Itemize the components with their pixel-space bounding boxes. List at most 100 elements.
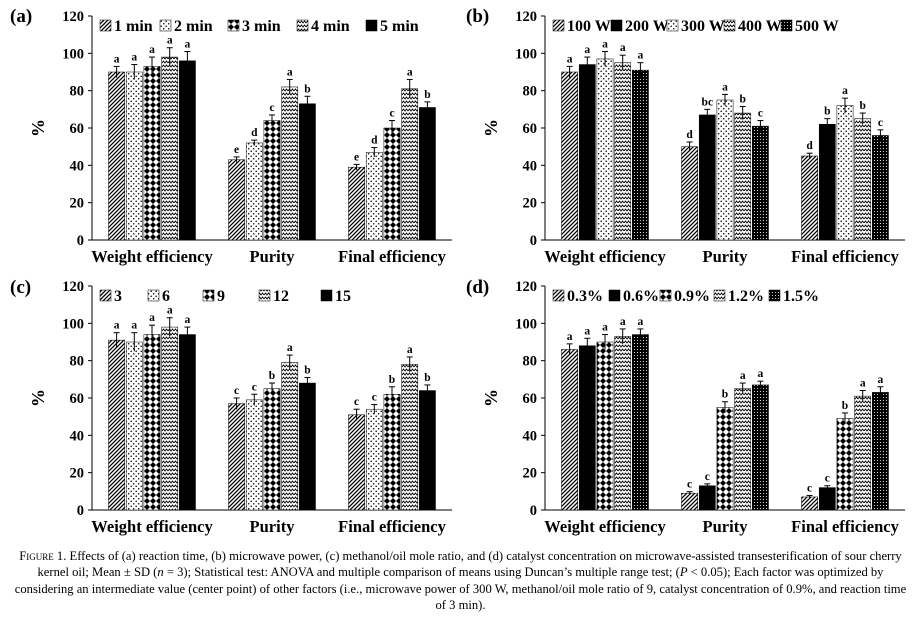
bar: [401, 364, 419, 511]
figure-caption: Figure 1. Effects of (a) reaction time, …: [14, 548, 907, 614]
y-tick-label: 40: [70, 158, 85, 174]
significance-letter: c: [234, 385, 239, 397]
significance-letter: b: [389, 374, 395, 386]
significance-letter: a: [567, 53, 573, 65]
y-tick-label: 120: [515, 9, 537, 25]
bar: [681, 146, 698, 241]
bar: [681, 492, 698, 511]
bar: [179, 60, 196, 241]
significance-letter: d: [806, 140, 813, 152]
bar: [108, 71, 125, 241]
significance-letter: b: [304, 83, 310, 95]
significance-letter: a: [878, 374, 884, 386]
significance-letter: b: [304, 364, 310, 376]
bar: [419, 390, 436, 511]
bar: [365, 408, 383, 511]
bar: [561, 349, 578, 511]
legend-label: 0.9%: [674, 288, 710, 305]
significance-letter: b: [722, 389, 728, 401]
legend-swatch: [780, 19, 793, 32]
bar: [716, 407, 734, 511]
bar: [596, 58, 614, 241]
y-tick-label: 20: [70, 466, 85, 482]
significance-letter: a: [114, 320, 120, 332]
panel-label: (a): [10, 6, 32, 27]
legend-label: 0.3%: [567, 288, 603, 305]
bar: [561, 71, 578, 241]
legend-swatch: [258, 289, 271, 302]
bar: [578, 345, 596, 511]
significance-letter: b: [842, 400, 848, 412]
bar: [734, 112, 752, 241]
significance-letter: d: [686, 129, 693, 141]
legend-swatch: [552, 19, 565, 32]
bar: [614, 336, 632, 511]
legend-label: 9: [217, 288, 225, 305]
legend-swatch: [610, 19, 623, 32]
bar: [143, 334, 161, 511]
bar: [228, 403, 245, 511]
significance-letter: a: [167, 35, 173, 47]
significance-letter: c: [269, 102, 274, 114]
y-tick-label: 40: [523, 158, 538, 174]
bar: [348, 414, 365, 511]
legend-label: 400 W: [738, 18, 782, 35]
y-tick-label: 80: [523, 354, 538, 370]
legend-swatch: [768, 289, 781, 302]
significance-letter: d: [251, 127, 258, 139]
bar: [854, 118, 872, 241]
legend-label: 6: [162, 288, 170, 305]
bar: [698, 114, 716, 241]
legend-swatch: [99, 289, 112, 302]
legend-swatch: [147, 289, 160, 302]
significance-letter: c: [807, 482, 812, 494]
bar: [734, 388, 752, 511]
caption-p-symbol: P: [679, 565, 688, 580]
y-tick-label: 60: [523, 391, 538, 407]
significance-letter: bc: [702, 96, 714, 108]
significance-letter: c: [354, 396, 359, 408]
bar: [383, 394, 401, 511]
bar: [108, 339, 125, 511]
legend-label: 3 min: [242, 18, 281, 35]
bar: [596, 341, 614, 511]
bar: [281, 86, 299, 241]
bar: [752, 384, 769, 511]
significance-letter: a: [860, 378, 866, 390]
bar: [801, 496, 818, 511]
legend-label: 300 W: [681, 18, 725, 35]
y-tick-label: 120: [515, 279, 537, 295]
significance-letter: e: [234, 144, 239, 156]
legend-swatch: [365, 19, 378, 32]
y-tick-label: 80: [523, 84, 538, 100]
legend-swatch: [202, 289, 215, 302]
x-category-label: Final efficiency: [338, 517, 446, 536]
bar: [161, 56, 179, 241]
significance-letter: a: [149, 312, 155, 324]
legend-label: 4 min: [311, 18, 350, 35]
x-category-label: Purity: [703, 517, 749, 536]
caption-text-1: Effects of (a) reaction time, (b) microw…: [37, 549, 902, 580]
significance-letter: a: [722, 81, 728, 93]
legend-swatch: [666, 19, 679, 32]
legend-label: 1.5%: [783, 288, 819, 305]
y-tick-label: 20: [523, 196, 538, 212]
legend-swatch: [296, 19, 309, 32]
legend-label: 12: [273, 288, 289, 305]
bar: [854, 395, 872, 511]
caption-figure-label: Figure 1.: [19, 549, 67, 563]
x-category-label: Purity: [250, 247, 296, 266]
bar: [228, 159, 245, 241]
significance-letter: a: [758, 368, 764, 380]
x-category-label: Weight efficiency: [91, 517, 213, 536]
significance-letter: a: [185, 314, 191, 326]
bar: [578, 64, 596, 241]
significance-letter: a: [185, 38, 191, 50]
legend-label: 0.6%: [623, 288, 659, 305]
bar: [614, 62, 632, 241]
significance-letter: a: [567, 331, 573, 343]
significance-letter: a: [149, 44, 155, 56]
